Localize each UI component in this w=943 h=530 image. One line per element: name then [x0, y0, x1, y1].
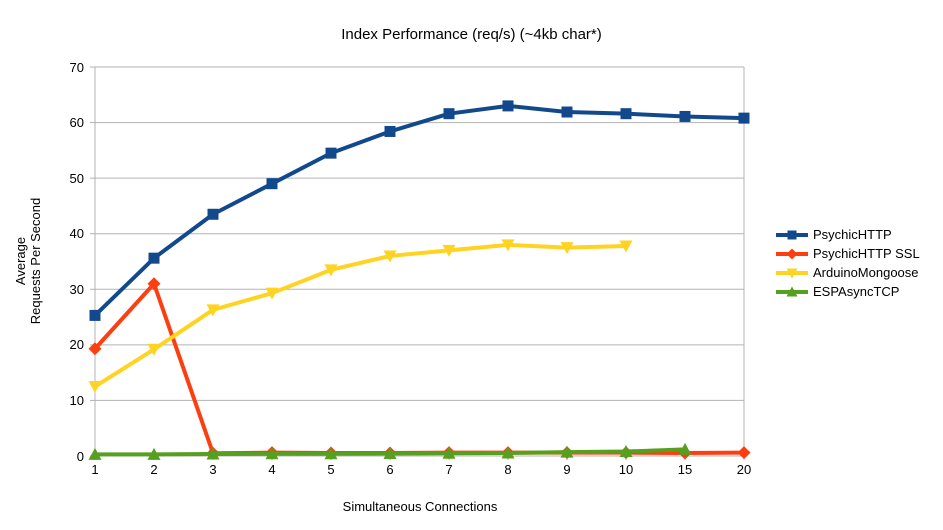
y-tick-label-10: 10: [69, 392, 84, 408]
series-line-PsychicHTTP SSL: [93, 281, 746, 456]
data-point-ArduinoMongoose-8: [501, 239, 515, 252]
x-axis-title: Simultaneous Connections: [342, 499, 498, 514]
x-tick-label-7: 7: [445, 462, 453, 477]
data-point-PsychicHTTP SSL-1: [88, 342, 102, 356]
x-tick-label-4: 4: [268, 462, 276, 477]
x-tick-label-5: 5: [327, 462, 335, 477]
data-point-PsychicHTTP-15: [679, 110, 691, 122]
legend-swatch-square-icon: [776, 230, 808, 239]
data-point-ESPAsyncTCP-6: [383, 446, 397, 459]
series-line-ArduinoMongoose: [93, 242, 628, 389]
x-tick-label-1: 1: [91, 462, 99, 477]
data-point-ArduinoMongoose-3: [206, 304, 220, 317]
data-point-ArduinoMongoose-6: [383, 250, 397, 263]
legend-item-PsychicHTTP: PsychicHTTP: [775, 225, 920, 244]
x-tick-label-3: 3: [209, 462, 217, 477]
data-point-PsychicHTTP-10: [620, 108, 632, 120]
legend-item-ArduinoMongoose: ArduinoMongoose: [775, 263, 920, 282]
data-point-ArduinoMongoose-5: [324, 264, 338, 277]
data-point-ESPAsyncTCP-9: [560, 445, 574, 458]
legend-item-ESPAsyncTCP: ESPAsyncTCP: [775, 282, 920, 301]
legend-marker: [787, 230, 797, 239]
data-point-ArduinoMongoose-1: [88, 381, 102, 394]
data-point-PsychicHTTP-5: [325, 147, 337, 159]
x-tick-label-20: 20: [736, 462, 752, 477]
data-point-ESPAsyncTCP-7: [442, 446, 456, 459]
legend-label: ArduinoMongoose: [813, 265, 919, 280]
y-axis-title: Average Requests Per Second: [13, 198, 43, 324]
data-point-ESPAsyncTCP-3: [206, 447, 220, 460]
legend-marker: [786, 268, 798, 278]
data-point-PsychicHTTP-1: [89, 309, 101, 321]
data-point-ArduinoMongoose-9: [560, 242, 574, 255]
data-point-ArduinoMongoose-10: [619, 240, 633, 253]
data-point-PsychicHTTP SSL-20: [737, 446, 751, 460]
legend-marker: [786, 248, 798, 259]
data-point-ESPAsyncTCP-8: [501, 446, 515, 459]
legend-label: PsychicHTTP: [813, 227, 892, 242]
legend-item-PsychicHTTP SSL: PsychicHTTP SSL: [775, 244, 920, 263]
x-tick-label-9: 9: [563, 462, 571, 477]
y-axis-title-line2: Requests Per Second: [28, 197, 43, 325]
series-line-PsychicHTTP: [93, 103, 746, 318]
plot-area: [88, 66, 751, 460]
x-tick-label-10: 10: [618, 462, 634, 477]
y-tick-label-40: 40: [69, 226, 84, 242]
data-point-ArduinoMongoose-7: [442, 244, 456, 257]
data-point-ESPAsyncTCP-2: [147, 447, 161, 460]
data-point-PsychicHTTP-4: [266, 178, 278, 190]
data-point-PsychicHTTP-8: [502, 100, 514, 112]
chart-title: Index Performance (req/s) (~4kb char*): [341, 26, 602, 43]
data-point-ESPAsyncTCP-5: [324, 447, 338, 460]
y-tick-label-60: 60: [69, 115, 84, 131]
legend: PsychicHTTP PsychicHTTP SSL ArduinoMongoos…: [775, 225, 920, 301]
x-tick-label-15: 15: [677, 462, 693, 477]
data-point-ESPAsyncTCP-10: [619, 445, 633, 458]
x-tick-label-6: 6: [386, 462, 394, 477]
y-tick-label-30: 30: [69, 281, 84, 297]
y-tick-label-20: 20: [69, 337, 84, 353]
data-point-ArduinoMongoose-4: [265, 287, 279, 300]
y-tick-label-0: 0: [76, 448, 84, 464]
y-tick-label-70: 70: [69, 59, 84, 75]
x-tick-label-2: 2: [150, 462, 158, 477]
data-point-PsychicHTTP-20: [738, 112, 750, 124]
legend-swatch-triangle-up-icon: [776, 286, 808, 296]
y-axis-title-line1: Average: [13, 236, 28, 286]
data-point-PsychicHTTP-2: [148, 252, 160, 264]
data-point-ESPAsyncTCP-15: [678, 442, 692, 455]
legend-label: PsychicHTTP SSL: [813, 246, 920, 261]
legend-swatch-diamond-icon: [776, 248, 808, 259]
data-point-PsychicHTTP-3: [207, 208, 219, 220]
x-tick-label-8: 8: [504, 462, 512, 477]
data-point-ESPAsyncTCP-1: [88, 447, 102, 460]
legend-swatch-triangle-down-icon: [776, 268, 808, 278]
data-point-ESPAsyncTCP-4: [265, 447, 279, 460]
y-tick-label-50: 50: [69, 170, 84, 186]
legend-marker: [786, 286, 798, 296]
data-point-PsychicHTTP-6: [384, 125, 396, 137]
data-point-PsychicHTTP-9: [561, 106, 573, 118]
legend-label: ESPAsyncTCP: [813, 284, 900, 299]
data-point-PsychicHTTP SSL-2: [147, 277, 161, 291]
data-point-ArduinoMongoose-2: [147, 343, 161, 356]
data-point-PsychicHTTP-7: [443, 108, 455, 120]
